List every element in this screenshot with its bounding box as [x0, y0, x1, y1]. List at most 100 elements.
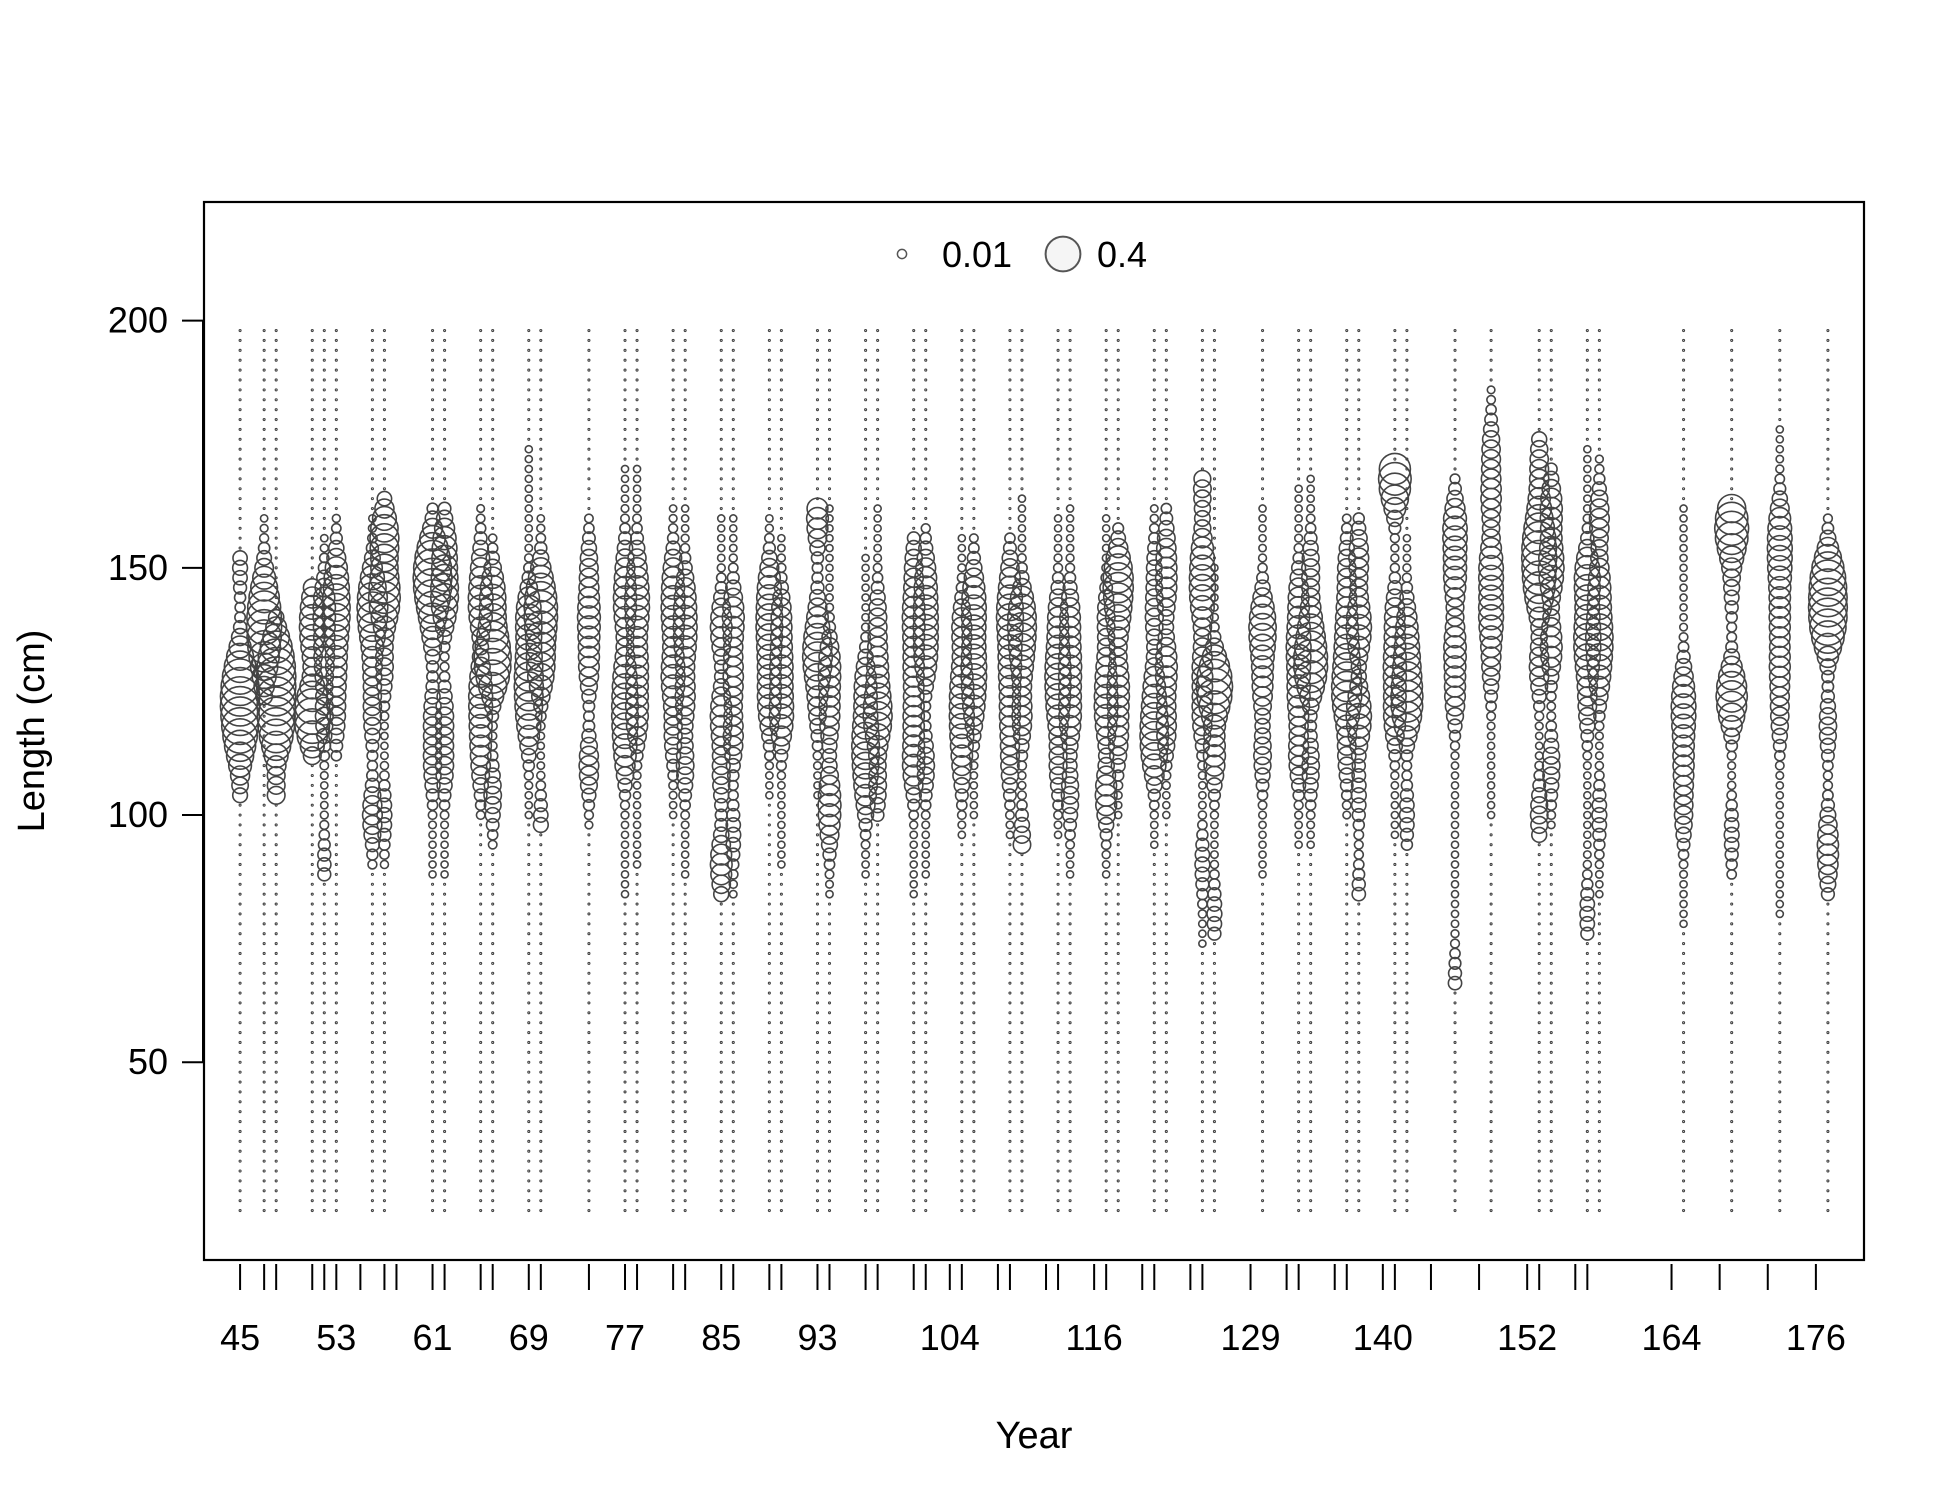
bubble — [382, 348, 386, 352]
bubble — [539, 358, 543, 362]
bubble — [310, 1060, 314, 1064]
bubble — [274, 417, 278, 422]
bubble — [382, 1209, 386, 1213]
bubble — [318, 552, 330, 564]
bubble — [539, 1159, 543, 1163]
bubble — [233, 591, 247, 604]
bubble — [479, 1001, 483, 1005]
bubble — [274, 477, 278, 481]
bubble — [479, 1189, 483, 1193]
bubble — [322, 942, 326, 946]
bubble — [477, 612, 508, 643]
bubble — [334, 882, 338, 886]
bubble — [322, 388, 326, 392]
bubble — [382, 417, 386, 422]
bubble — [238, 1179, 242, 1183]
bubble — [431, 1050, 435, 1054]
bubble — [468, 604, 494, 630]
bubble — [539, 1179, 543, 1183]
bubble — [479, 487, 483, 491]
bubble — [238, 1169, 242, 1173]
bubble — [274, 1021, 278, 1025]
bubble — [310, 1100, 314, 1104]
bubble — [431, 971, 435, 975]
bubble — [262, 773, 266, 778]
bubble — [539, 882, 543, 886]
bubble — [262, 1040, 266, 1045]
bubble — [238, 1159, 242, 1163]
bubble — [491, 388, 495, 392]
bubble — [238, 378, 242, 382]
bubble — [370, 1040, 374, 1045]
bubble — [432, 605, 457, 630]
bubble — [262, 1139, 266, 1143]
bubble — [443, 912, 447, 916]
bubble — [229, 765, 251, 786]
bubble — [334, 348, 338, 352]
bubble — [262, 398, 266, 402]
bubble — [367, 523, 378, 534]
bubble — [438, 799, 451, 812]
bubble — [274, 853, 278, 857]
bubble — [382, 437, 386, 441]
bubble — [334, 813, 338, 817]
bubble — [327, 716, 346, 736]
bubble — [379, 770, 390, 781]
bubble — [439, 661, 450, 672]
bubble — [431, 348, 435, 352]
bubble — [265, 616, 288, 639]
bubble — [527, 1070, 531, 1074]
bubble — [334, 843, 338, 847]
bubble — [479, 991, 483, 995]
bubble — [322, 971, 326, 975]
bubble — [479, 1050, 483, 1054]
bubble — [443, 398, 447, 402]
bubble — [370, 338, 374, 342]
bubble — [527, 338, 531, 342]
bubble — [527, 1189, 531, 1193]
bubble — [262, 1159, 266, 1163]
bubble — [479, 417, 483, 422]
bubble — [254, 557, 275, 578]
bubble — [479, 328, 483, 333]
bubble — [310, 922, 314, 926]
bubble — [238, 1110, 242, 1114]
bubble — [382, 971, 386, 975]
bubble — [479, 348, 483, 352]
bubble — [262, 961, 266, 965]
bubble — [310, 892, 314, 896]
bubble — [431, 534, 458, 562]
bubble — [474, 799, 487, 812]
bubble — [483, 776, 502, 795]
bubble — [310, 971, 314, 975]
bubble — [440, 850, 449, 859]
bubble — [479, 882, 483, 886]
bubble — [436, 777, 453, 794]
bubble — [310, 1090, 314, 1094]
bubble — [539, 1070, 543, 1074]
bubble — [274, 991, 278, 995]
bubble — [524, 800, 534, 810]
bubble — [422, 726, 443, 746]
bubble — [472, 638, 490, 656]
bubble — [380, 731, 389, 741]
bubble — [527, 328, 531, 333]
bubble — [274, 892, 278, 896]
bubble — [246, 599, 283, 636]
bubble — [431, 981, 435, 985]
bubble — [431, 1001, 435, 1005]
bubble — [238, 348, 242, 352]
bubble — [443, 1209, 447, 1213]
bubble — [443, 487, 447, 491]
bubble — [370, 513, 399, 543]
bubble — [334, 457, 338, 461]
bubble — [334, 1129, 338, 1134]
bubble — [539, 408, 543, 412]
bubble — [310, 1169, 314, 1173]
bubble — [322, 1060, 326, 1064]
bubble — [483, 558, 503, 578]
bubble — [262, 487, 266, 491]
bubble — [274, 912, 278, 916]
bubble — [479, 912, 483, 916]
bubble — [431, 417, 435, 422]
